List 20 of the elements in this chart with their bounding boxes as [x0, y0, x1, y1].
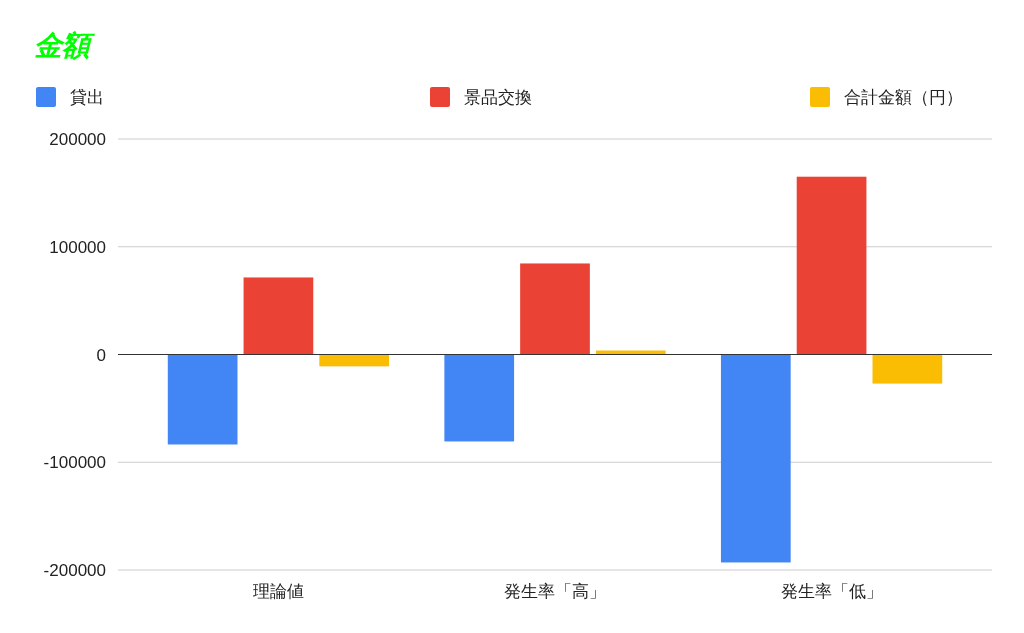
x-tick-label: 理論値 — [252, 582, 304, 601]
x-tick-label: 発生率「高」 — [504, 582, 606, 601]
bar — [796, 176, 867, 355]
x-tick-label: 発生率「低」 — [780, 582, 883, 601]
bar — [167, 354, 238, 445]
y-tick-label: -200000 — [43, 561, 106, 580]
bar — [243, 277, 314, 355]
bar — [520, 263, 590, 355]
chart-title: 金額 — [34, 30, 96, 61]
legend-label: 景品交換 — [464, 88, 532, 107]
legend-label: 貸出 — [70, 88, 104, 107]
bar — [872, 354, 943, 384]
y-tick-label: 200000 — [49, 130, 106, 149]
bar — [319, 354, 390, 367]
y-tick-label: 100000 — [49, 237, 106, 257]
y-tick-label: 0 — [96, 345, 106, 365]
y-tick-label: -100000 — [43, 453, 106, 473]
bar — [444, 354, 515, 442]
bar — [720, 354, 791, 563]
legend-label: 合計金額（円） — [844, 88, 963, 107]
